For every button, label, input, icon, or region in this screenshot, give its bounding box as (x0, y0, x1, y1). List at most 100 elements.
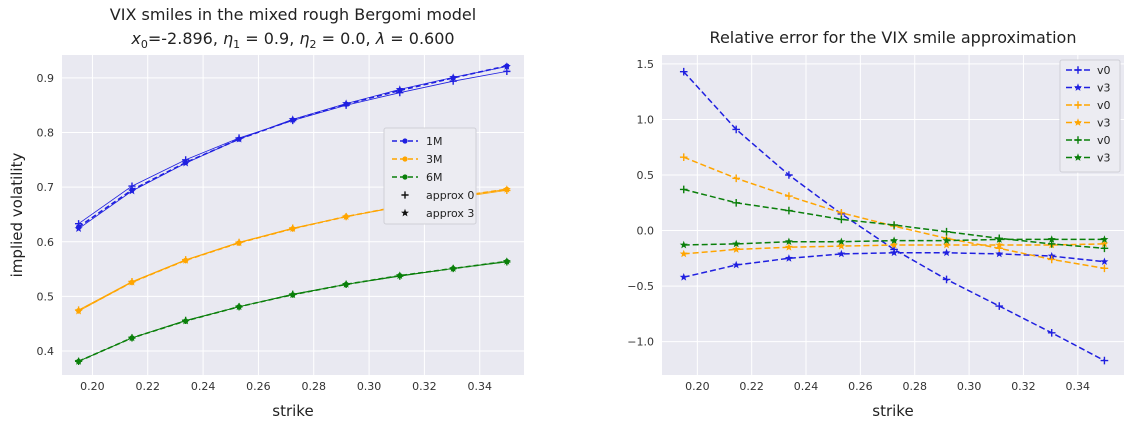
point-v3-5 (837, 237, 846, 246)
legend-label-approx-0: approx 0 (426, 189, 474, 202)
y-tick-label-right: 1.0 (637, 113, 655, 126)
point-v3-3 (784, 243, 793, 251)
point-v3-1 (995, 249, 1004, 258)
point-v3-1 (942, 248, 951, 257)
eta1-subscript: 1 (233, 38, 240, 51)
lambda-value: = 0.600 (385, 29, 454, 48)
x-tick-label-right: 0.24 (794, 380, 819, 393)
point-v3-5 (679, 240, 688, 249)
point-v0-2 (679, 153, 688, 162)
chart-title-right: Relative error for the VIX smile approxi… (710, 28, 1077, 47)
point-v3-3 (942, 240, 951, 249)
point-v0-2 (1047, 255, 1056, 264)
approx-point-3M (128, 277, 136, 286)
approx-point-3M (288, 224, 297, 233)
grid-right (662, 55, 1124, 375)
legend-marker-v3-5 (1074, 153, 1082, 161)
approx-point-3M (74, 306, 83, 315)
chart-relative-error: 0.20 0.22 0.24 0.26 0.28 0.30 0.32 0.34 1.5 1.0 0… (627, 28, 1124, 420)
x-tick-label-left: 0.26 (246, 380, 271, 393)
point-v0-2 (837, 208, 846, 217)
legend-marker-v0-4 (1074, 136, 1082, 144)
point-v3-3 (890, 240, 899, 249)
point-v3-1 (1100, 257, 1109, 266)
chart-subtitle-left: x0=-2.896, η1 = 0.9, η2 = 0.0, λ = 0.600 (130, 29, 454, 51)
x-tick-label-left: 0.22 (136, 380, 161, 393)
approx-point-1M (181, 158, 190, 167)
x-tick-label-right: 0.32 (1011, 380, 1036, 393)
legend-label-6M: 6M (426, 171, 443, 184)
point-v3-3 (732, 245, 741, 253)
x-tick-label-left: 0.20 (80, 380, 105, 393)
legend-label-v3-1: v3 (1097, 82, 1111, 95)
point-v3-3 (995, 240, 1004, 249)
legend-right: v0 v3 v0 v3 v0 v3 (1059, 59, 1121, 173)
x-tick-label-right: 0.28 (902, 380, 927, 393)
legend-label-1M: 1M (426, 135, 443, 148)
y-tick-label-right: −1.0 (627, 336, 654, 349)
point-v3-1 (837, 249, 846, 258)
legend-items-right: v0 v3 v0 v3 v0 v3 (1066, 64, 1111, 165)
point-v0-4 (890, 221, 898, 229)
y-tick-label-left: 0.7 (37, 181, 55, 194)
point-v0-0 (732, 125, 740, 134)
point-v3-5 (784, 237, 793, 246)
x-tick-label-left: 0.30 (357, 380, 382, 393)
approx-point-3M (235, 238, 244, 247)
x-tick-labels-right: 0.20 0.22 0.24 0.26 0.28 0.30 0.32 0.34 (685, 380, 1090, 393)
legend-marker-v3-3 (1074, 118, 1082, 126)
approx-point-6M (288, 290, 297, 299)
approx-point-1M (235, 134, 244, 143)
x-tick-label-right: 0.30 (957, 380, 982, 393)
point-v0-2 (1100, 264, 1109, 273)
approx-point-6M (181, 316, 190, 325)
point-v0-0 (995, 302, 1004, 310)
y-axis-label-left: implied volatility (8, 153, 26, 278)
y-tick-label-right: −0.5 (627, 280, 654, 293)
legend-marker-v0-2 (1074, 101, 1082, 109)
point-v0-0 (1047, 328, 1056, 337)
series-markers-left (74, 62, 511, 365)
x-tick-label-left: 0.32 (412, 380, 437, 393)
x0-symbol: x (130, 29, 141, 48)
point-v0-4 (785, 206, 793, 215)
y-tick-label-right: 0.0 (637, 225, 655, 238)
legend-label-3M: 3M (426, 153, 443, 166)
lambda-symbol: λ (375, 29, 385, 48)
series-markers-right (679, 67, 1109, 365)
x-tick-label-left: 0.24 (191, 380, 216, 393)
legend-marker-1M (402, 138, 408, 144)
point-v3-1 (732, 260, 741, 269)
approx-point-3M (342, 212, 351, 221)
point-v3-1 (784, 254, 793, 262)
legend-marker-6M (402, 174, 408, 180)
point-v3-5 (942, 236, 951, 244)
legend-marker-v0-0 (1074, 66, 1082, 74)
approx-point-6M (449, 264, 458, 272)
approx-point-3M (502, 185, 511, 193)
point-v3-5 (732, 239, 741, 248)
y-tick-labels-left: 0.4 0.5 0.6 0.7 0.8 0.9 (37, 72, 55, 358)
point-v0-2 (732, 174, 740, 183)
x-tick-label-right: 0.26 (848, 380, 873, 393)
y-tick-label-left: 0.8 (37, 127, 55, 140)
point-v0-0 (785, 171, 793, 179)
point-v3-5 (890, 236, 899, 244)
eta2-symbol: η (299, 29, 309, 48)
legend-box-right (1059, 59, 1121, 173)
eta2-value: = 0.0, (317, 29, 376, 48)
x-axis-label-left: strike (272, 402, 313, 420)
y-tick-label-left: 0.4 (37, 345, 55, 358)
x-tick-label-right: 0.20 (685, 380, 710, 393)
point-v0-0 (942, 275, 951, 284)
approx-point-1M (342, 99, 351, 107)
x-axis-label-right: strike (872, 402, 913, 420)
y-tick-label-right: 1.5 (637, 58, 655, 71)
point-v3-3 (837, 241, 846, 250)
point-v0-4 (679, 185, 688, 194)
legend-label-v3-5: v3 (1097, 152, 1111, 165)
x-tick-labels-left: 0.20 0.22 0.24 0.26 0.28 0.30 0.32 0.34 (80, 380, 492, 393)
legend-marker-approx-1 (401, 208, 409, 217)
point-v3-1 (679, 273, 688, 281)
